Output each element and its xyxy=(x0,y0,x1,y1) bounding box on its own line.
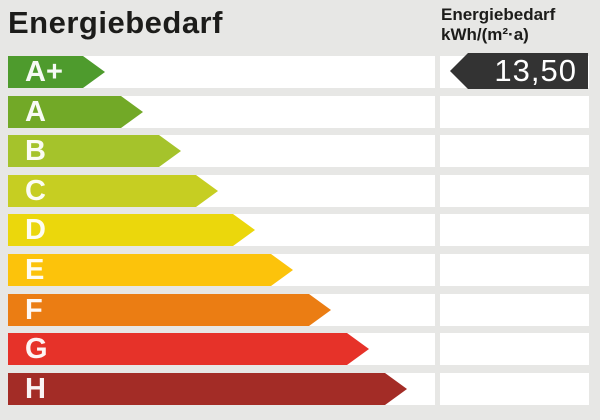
scale-row: C xyxy=(0,175,600,207)
value-column-title: Energiebedarf xyxy=(441,5,556,24)
class-letter: D xyxy=(25,214,46,246)
class-letter: C xyxy=(25,175,46,207)
row-value-cell xyxy=(440,294,589,326)
scale-row: F xyxy=(0,294,600,326)
class-letter: E xyxy=(25,254,45,286)
scale-row: D xyxy=(0,214,600,246)
row-value-cell xyxy=(440,96,589,128)
scale-row: A xyxy=(0,96,600,128)
row-value-cell xyxy=(440,373,589,405)
class-arrow-icon: F xyxy=(8,294,331,326)
class-letter: G xyxy=(25,333,48,365)
class-letter: F xyxy=(25,294,43,326)
scale-row: G xyxy=(0,333,600,365)
page-title: Energiebedarf xyxy=(8,5,223,40)
class-arrow-icon: A xyxy=(8,96,143,128)
value-column-unit: kWh/(m²·a) xyxy=(441,25,529,44)
scale-row: H xyxy=(0,373,600,405)
row-value-cell xyxy=(440,135,589,167)
value-marker-text: 13,50 xyxy=(494,53,577,88)
class-arrow-icon: C xyxy=(8,175,218,207)
class-arrow-icon: G xyxy=(8,333,369,365)
class-letter: A xyxy=(25,96,46,128)
row-value-cell xyxy=(440,175,589,207)
class-letter: A+ xyxy=(25,56,63,88)
class-arrow-icon: E xyxy=(8,254,293,286)
class-arrow-icon: D xyxy=(8,214,255,246)
value-column-header: Energiebedarf kWh/(m²·a) xyxy=(441,5,555,45)
class-letter: B xyxy=(25,135,46,167)
class-arrow-icon: B xyxy=(8,135,181,167)
row-value-cell xyxy=(440,254,589,286)
scale-row: B xyxy=(0,135,600,167)
class-arrow-icon: H xyxy=(8,373,407,405)
row-value-cell xyxy=(440,214,589,246)
scale-row: E xyxy=(0,254,600,286)
class-letter: H xyxy=(25,373,46,405)
class-arrow-icon: A+ xyxy=(8,56,105,88)
value-marker-arrow-icon: 13,50 xyxy=(450,53,588,89)
row-value-cell xyxy=(440,333,589,365)
